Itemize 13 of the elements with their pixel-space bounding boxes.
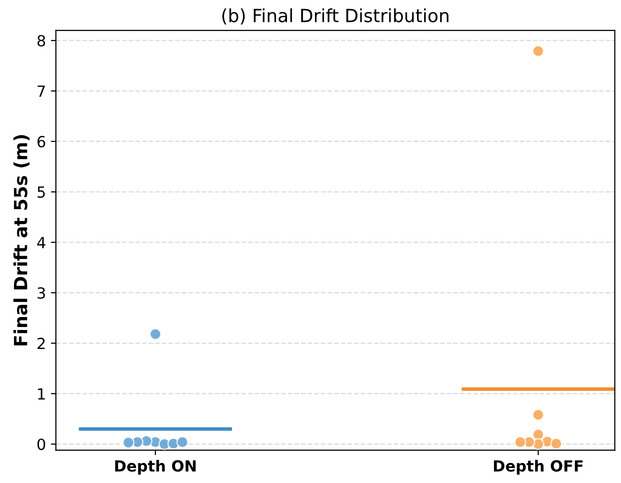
x-tick-label: Depth ON [115, 460, 196, 475]
y-tick-label: 8 [37, 34, 46, 47]
y-tick-label: 1 [38, 388, 45, 400]
chart-title: (b) Final Drift Distribution [222, 8, 448, 24]
y-tick-label: 5 [38, 186, 45, 198]
y-tick-label: 6 [38, 136, 46, 148]
y-tick-label: 4 [37, 236, 46, 248]
y-axis-title: Final Drift at 55s (m) [13, 135, 30, 346]
y-tick-label: 2 [38, 338, 45, 350]
y-tick-label: 3 [38, 287, 45, 299]
x-tick-label: Depth OFF [494, 460, 583, 475]
y-tick-label: 0 [37, 438, 46, 450]
y-tick-label: 7 [38, 86, 45, 97]
